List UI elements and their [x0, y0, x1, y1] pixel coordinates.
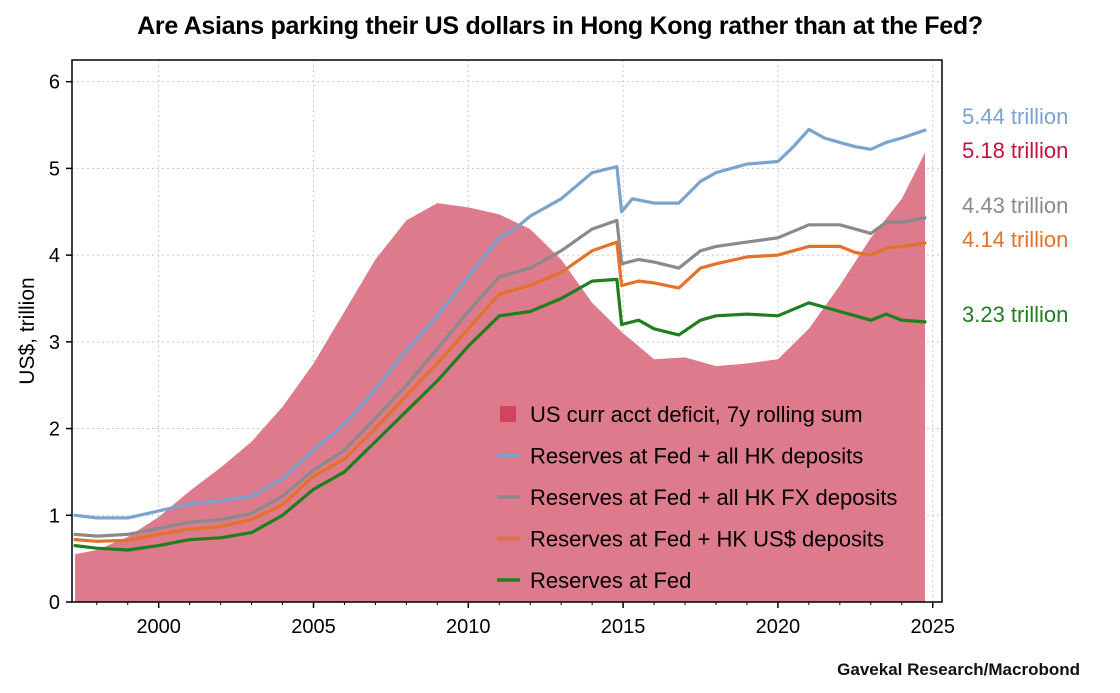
legend-swatch-0 [500, 406, 516, 422]
end-label-1: 5.44 trillion [962, 104, 1068, 129]
source-credit: Gavekal Research/Macrobond [837, 660, 1080, 679]
x-tick-label: 2025 [910, 616, 955, 638]
end-label-0: 5.18 trillion [962, 138, 1068, 163]
x-tick-label: 2015 [601, 616, 646, 638]
y-tick-label: 5 [49, 158, 60, 180]
x-tick-label: 2010 [446, 616, 491, 638]
legend-label-2: Reserves at Fed + all HK FX deposits [530, 485, 897, 510]
end-label-4: 3.23 trillion [962, 302, 1068, 327]
y-axis-label: US$, trillion [16, 277, 39, 384]
end-label-2: 4.43 trillion [962, 193, 1068, 218]
line-layer [73, 127, 927, 552]
plot-frame [71, 59, 943, 603]
area-layer [75, 152, 926, 603]
line-series-1 [73, 127, 927, 520]
y-tick-label: 2 [49, 419, 60, 441]
legend: US curr acct deficit, 7y rolling sum Rese… [497, 402, 897, 593]
legend-label-3: Reserves at Fed + HK US$ deposits [530, 527, 884, 552]
y-tick-label: 1 [49, 505, 60, 527]
y-tick-label: 3 [49, 332, 60, 354]
line-series-3 [73, 240, 927, 543]
area-series-0 [75, 152, 926, 603]
legend-label-0: US curr acct deficit, 7y rolling sum [530, 402, 863, 427]
line-series-2 [73, 216, 927, 538]
end-label-3: 4.14 trillion [962, 227, 1068, 252]
chart-title: Are Asians parking their US dollars in H… [137, 12, 983, 40]
legend-label-4: Reserves at Fed [530, 568, 691, 593]
x-tick-label: 2005 [291, 616, 336, 638]
axes: 0 1 2 3 4 5 6 2000 2005 2010 2015 2020 2025 [49, 72, 955, 638]
y-tick-label: 4 [49, 245, 60, 267]
x-tick-label: 2000 [136, 616, 181, 638]
legend-label-1: Reserves at Fed + all HK deposits [530, 444, 863, 469]
line-series-4 [73, 277, 927, 552]
x-tick-label: 2020 [756, 616, 801, 638]
y-tick-label: 0 [49, 592, 60, 614]
y-tick-label: 6 [49, 72, 60, 94]
end-labels: 5.18 trillion 5.44 trillion 4.43 trillion 4… [962, 104, 1068, 327]
